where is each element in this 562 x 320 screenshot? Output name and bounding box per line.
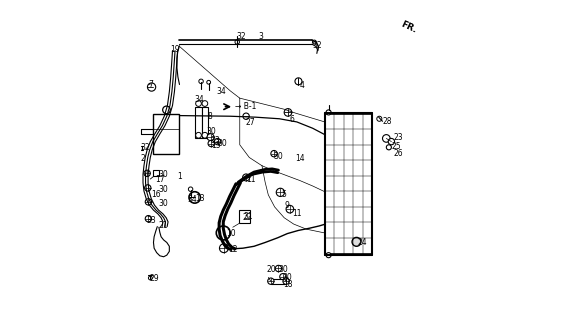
Bar <box>271 279 286 284</box>
Text: 19: 19 <box>170 45 180 54</box>
Circle shape <box>268 278 274 284</box>
Circle shape <box>162 106 170 114</box>
Circle shape <box>277 188 284 196</box>
Bar <box>325 114 371 253</box>
Text: 32: 32 <box>141 143 151 152</box>
FancyArrow shape <box>512 177 528 187</box>
Text: 30: 30 <box>273 152 283 161</box>
Text: 33: 33 <box>211 136 220 145</box>
Text: 30: 30 <box>206 127 216 136</box>
Bar <box>194 107 202 139</box>
Circle shape <box>199 79 203 84</box>
Text: 27: 27 <box>246 118 255 127</box>
Text: → B-1: → B-1 <box>235 102 256 111</box>
Circle shape <box>243 174 250 181</box>
Text: 29: 29 <box>149 274 159 283</box>
Text: 34: 34 <box>216 87 226 96</box>
Text: 25: 25 <box>391 142 401 151</box>
Circle shape <box>147 83 156 91</box>
Text: 7: 7 <box>148 80 153 89</box>
Circle shape <box>196 101 201 106</box>
Text: 34: 34 <box>194 95 205 104</box>
Text: 30: 30 <box>159 170 169 179</box>
Text: 11: 11 <box>246 175 256 184</box>
Text: 9: 9 <box>284 202 289 211</box>
Text: 16: 16 <box>152 190 161 199</box>
Text: 30: 30 <box>282 273 292 282</box>
Circle shape <box>202 132 208 138</box>
Text: 6: 6 <box>290 115 294 124</box>
Circle shape <box>144 170 150 177</box>
Circle shape <box>207 134 214 141</box>
Text: 31: 31 <box>243 212 253 221</box>
Text: 32: 32 <box>236 32 246 41</box>
Text: 23: 23 <box>393 133 404 142</box>
Circle shape <box>148 276 152 280</box>
Text: 20: 20 <box>267 265 277 274</box>
Circle shape <box>383 135 390 142</box>
Circle shape <box>275 265 282 272</box>
Circle shape <box>214 139 221 145</box>
Circle shape <box>352 237 361 246</box>
Circle shape <box>196 132 201 138</box>
Text: 30: 30 <box>159 185 169 194</box>
Circle shape <box>377 116 382 121</box>
Circle shape <box>208 140 214 147</box>
Circle shape <box>235 40 239 44</box>
Circle shape <box>243 113 250 119</box>
Circle shape <box>280 274 286 280</box>
Bar <box>153 114 179 154</box>
Circle shape <box>295 78 302 85</box>
Circle shape <box>188 187 193 191</box>
Text: 22: 22 <box>242 213 252 222</box>
Text: FR.: FR. <box>399 20 418 35</box>
Circle shape <box>144 185 151 191</box>
Text: 28: 28 <box>383 117 392 126</box>
Text: 24: 24 <box>357 238 367 247</box>
Text: 30: 30 <box>217 139 227 148</box>
Circle shape <box>202 101 208 106</box>
Text: 12: 12 <box>229 245 238 254</box>
Text: 33: 33 <box>146 216 156 225</box>
Text: 32: 32 <box>312 41 321 50</box>
Text: 10: 10 <box>226 229 235 238</box>
Circle shape <box>326 252 331 258</box>
Bar <box>202 107 208 139</box>
Text: 34: 34 <box>187 195 197 204</box>
Text: 13: 13 <box>194 194 205 203</box>
Text: 8: 8 <box>207 112 212 121</box>
Text: 11: 11 <box>292 209 302 219</box>
Text: 21: 21 <box>159 221 169 230</box>
Text: 4: 4 <box>300 81 304 90</box>
Circle shape <box>326 110 331 115</box>
Circle shape <box>286 205 294 213</box>
Circle shape <box>145 215 152 222</box>
Bar <box>239 210 250 223</box>
Circle shape <box>386 145 391 150</box>
Text: 5: 5 <box>281 190 286 199</box>
Text: 30: 30 <box>278 265 288 274</box>
Circle shape <box>219 244 228 252</box>
Text: 2: 2 <box>141 154 146 163</box>
Text: 14: 14 <box>295 154 305 163</box>
Text: 17: 17 <box>155 175 165 184</box>
Circle shape <box>388 139 395 145</box>
Circle shape <box>207 80 211 84</box>
Circle shape <box>283 278 289 284</box>
Text: 30: 30 <box>159 199 169 208</box>
Text: 18: 18 <box>284 280 293 289</box>
Circle shape <box>145 199 152 205</box>
Bar <box>153 170 158 177</box>
Circle shape <box>216 226 230 240</box>
Circle shape <box>312 40 316 44</box>
Text: 1: 1 <box>177 172 182 181</box>
Circle shape <box>271 150 277 157</box>
Text: 15: 15 <box>211 141 221 150</box>
Circle shape <box>284 108 292 116</box>
Text: 3: 3 <box>259 32 264 41</box>
Circle shape <box>189 192 201 203</box>
Text: 26: 26 <box>393 149 404 158</box>
